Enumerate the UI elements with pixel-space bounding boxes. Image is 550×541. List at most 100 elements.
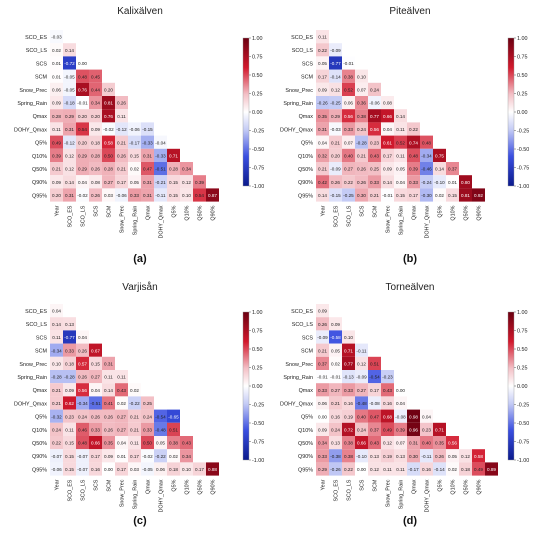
- row-label: Q5%: [301, 415, 313, 421]
- colorbar-tick-label: 0.25: [252, 366, 263, 372]
- heatmap-cell: [394, 396, 407, 410]
- heatmap-cell: [89, 188, 102, 202]
- cell-value-label: 0.36: [357, 101, 366, 106]
- cell-value-label: 0.09: [318, 428, 327, 433]
- heatmap-panel-1: Kalixälven SCO_ES -0.03 SCO_LS 0.02 0.14 SCS 0.…: [14, 6, 264, 265]
- heatmap-cell: [420, 162, 433, 176]
- cell-value-label: -0.34: [51, 348, 62, 353]
- row-label: Spring_Rain: [17, 101, 47, 107]
- cell-value-label: 0.05: [156, 441, 165, 446]
- cell-value-label: 0.40: [344, 154, 353, 159]
- cell-value-label: 0.04: [78, 335, 87, 340]
- heatmap-cell: [472, 188, 485, 202]
- cell-value-label: 0.15: [65, 441, 74, 446]
- heatmap-cell: [141, 409, 154, 423]
- heatmap-cell: [381, 422, 394, 436]
- cell-value-label: 0.29: [78, 154, 87, 159]
- heatmap-cell: [316, 370, 329, 384]
- heatmap-cell: [141, 175, 154, 189]
- heatmap-cell: [329, 148, 342, 162]
- cell-value-label: 0.09: [318, 88, 327, 93]
- heatmap-cell: [329, 43, 342, 57]
- cell-value-label: -0.17: [408, 467, 419, 472]
- cell-value-label: -0.09: [317, 335, 328, 340]
- cell-value-label: 0.43: [370, 154, 379, 159]
- column-label: Q5%: [172, 205, 178, 217]
- cell-value-label: 0.12: [370, 467, 379, 472]
- heatmap-cell: [420, 436, 433, 450]
- colorbar-tick-label: 0.25: [252, 92, 263, 98]
- cell-value-label: 0.26: [104, 414, 113, 419]
- heatmap-cell: [342, 69, 355, 83]
- cell-value-label: -0.25: [343, 193, 354, 198]
- cell-value-label: 0.66: [357, 441, 366, 446]
- panel-label: (a): [133, 253, 147, 265]
- heatmap-cell: [316, 436, 329, 450]
- cell-value-label: 0.27: [117, 428, 126, 433]
- heatmap-cell: [128, 122, 141, 136]
- heatmap-cell: [342, 135, 355, 149]
- cell-value-label: -0.12: [116, 127, 127, 132]
- cell-value-label: 0.21: [130, 414, 139, 419]
- heatmap-cell: [63, 317, 76, 331]
- cell-value-label: 0.26: [91, 414, 100, 419]
- cell-value-label: 0.14: [65, 48, 74, 53]
- heatmap-cell: [368, 396, 381, 410]
- heatmap-cell: [102, 396, 115, 410]
- heatmap-cell: [368, 82, 381, 96]
- heatmap-cell: [342, 462, 355, 476]
- cell-value-label: 0.21: [331, 140, 340, 145]
- cell-value-label: 0.10: [344, 335, 353, 340]
- heatmap-cell: [368, 370, 381, 384]
- cell-value-label: 0.26: [78, 348, 87, 353]
- heatmap-cell: [76, 96, 89, 110]
- column-label: Spring_Rain: [133, 480, 139, 510]
- cell-value-label: 0.16: [91, 467, 100, 472]
- cell-value-label: -0.08: [369, 401, 380, 406]
- cell-value-label: 0.26: [91, 193, 100, 198]
- heatmap-cell: [381, 148, 394, 162]
- cell-value-label: 0.06: [52, 88, 61, 93]
- colorbar-tick-label: 0.00: [517, 110, 528, 116]
- cell-value-label: 0.15: [396, 193, 405, 198]
- heatmap-cell: [63, 188, 76, 202]
- cell-value-label: -0.07: [77, 454, 88, 459]
- cell-value-label: 0.43: [370, 441, 379, 446]
- colorbar-tick-label: -0.50: [517, 421, 529, 427]
- cell-value-label: 0.30: [357, 193, 366, 198]
- panel-title: Varjisån: [122, 281, 157, 293]
- heatmap-cell: [50, 330, 63, 344]
- cell-value-label: -0.46: [421, 167, 432, 172]
- cell-value-label: 0.24: [357, 127, 366, 132]
- panel-label: (d): [403, 515, 417, 527]
- row-label: Q90%: [32, 180, 47, 186]
- heatmap-cell: [355, 343, 368, 357]
- cell-value-label: 0.52: [396, 140, 405, 145]
- heatmap-cell: [355, 135, 368, 149]
- cell-value-label: 0.27: [117, 414, 126, 419]
- cell-value-label: 0.22: [344, 180, 353, 185]
- heatmap-cell: [63, 56, 76, 70]
- heatmap-cell: [316, 43, 329, 57]
- cell-value-label: 0.24: [78, 414, 87, 419]
- cell-value-label: 0.02: [435, 193, 444, 198]
- cell-value-label: 0.74: [409, 140, 418, 145]
- cell-value-label: 0.28: [91, 154, 100, 159]
- cell-value-label: 0.15: [169, 180, 178, 185]
- cell-value-label: 0.13: [65, 322, 74, 327]
- cell-value-label: -0.54: [369, 375, 380, 380]
- heatmap-cell: [89, 69, 102, 83]
- heatmap-cell: [141, 436, 154, 450]
- cell-value-label: 0.03: [130, 467, 139, 472]
- colorbar-tick-label: -0.25: [252, 129, 264, 135]
- cell-value-label: 0.26: [78, 375, 87, 380]
- heatmap-cell: [355, 356, 368, 370]
- cell-value-label: 0.29: [65, 114, 74, 119]
- row-label: Qmax: [33, 388, 48, 394]
- cell-value-label: 0.22: [52, 441, 61, 446]
- panel-title: Torneälven: [386, 282, 435, 293]
- cell-value-label: -0.28: [64, 375, 75, 380]
- cell-value-label: 0.17: [91, 454, 100, 459]
- cell-value-label: 0.34: [182, 167, 191, 172]
